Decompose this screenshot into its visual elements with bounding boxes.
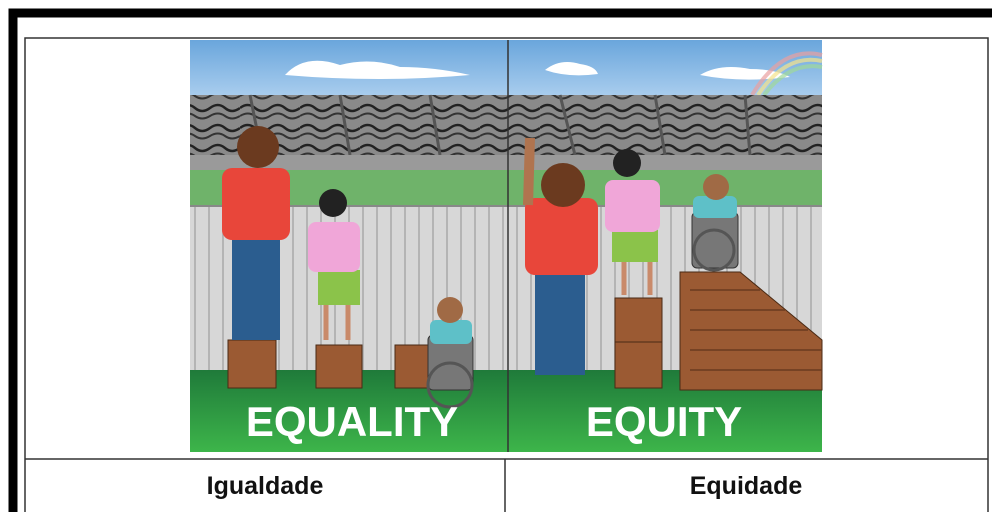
table-cell: Equidade [690, 472, 803, 500]
image-caption: EQUITY [586, 398, 742, 445]
image-caption: EQUALITY [246, 398, 458, 445]
document: EQUALITY EQUITY Igualdade Equidade [0, 0, 992, 512]
page: EQUALITY EQUITY Igualdade Equidade (() =… [0, 0, 992, 512]
table-cell: Igualdade [207, 472, 324, 500]
illustration [190, 40, 822, 452]
